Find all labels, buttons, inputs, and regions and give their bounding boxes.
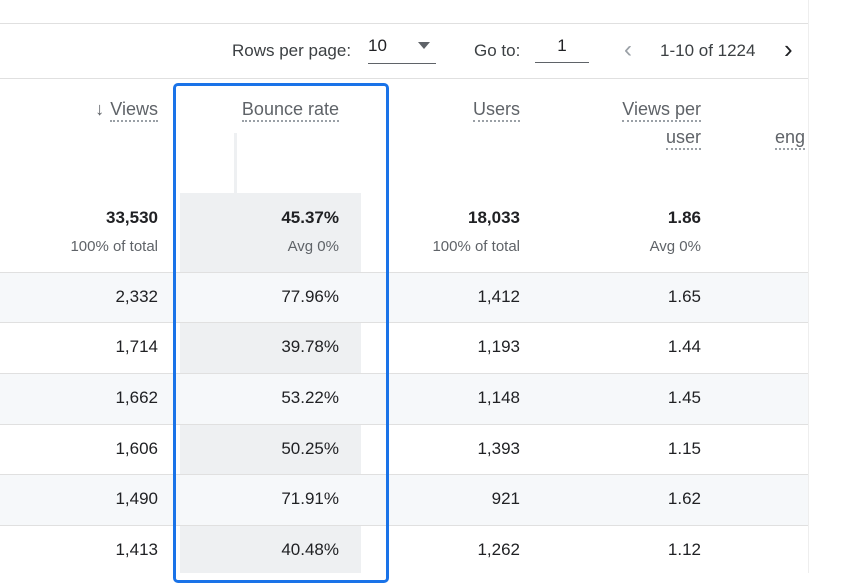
header-bounce-rate[interactable]: Bounce rate (241, 98, 339, 122)
rows-per-page-select[interactable]: 10 (368, 36, 436, 64)
page-range: 1-10 of 1224 (660, 41, 756, 60)
next-page-icon[interactable]: › (784, 34, 793, 64)
rows-per-page-label: Rows per page: (232, 41, 352, 60)
table-cell: 39.78% (281, 337, 339, 356)
table-cell: 1.12 (667, 540, 701, 559)
sort-down-arrow-icon: ↓ (95, 99, 105, 119)
prev-page-icon[interactable]: ‹ (624, 36, 632, 63)
table-row[interactable]: 1,662 53.22% 1,148 1.45 (0, 373, 808, 424)
table-cell: 40.48% (281, 540, 339, 559)
table-cell: 2,332 (115, 287, 158, 306)
table-cell: 77.96% (281, 287, 339, 306)
table-row[interactable]: 1,606 50.25% 1,393 1.15 (0, 424, 808, 475)
header-views[interactable]: ↓ Views (95, 98, 158, 122)
table-cell: 1,148 (477, 388, 520, 407)
total-views-per-user: 1.86 (667, 208, 701, 227)
table-cell: 1,714 (115, 337, 158, 356)
header-label: Users (472, 98, 520, 122)
total-sub: Avg 0% (649, 238, 701, 255)
total-sub: 100% of total (70, 238, 158, 255)
table-cell: 1.44 (667, 337, 701, 356)
table-cell: 71.91% (281, 489, 339, 508)
table-row[interactable]: 1,490 71.91% 921 1.62 (0, 474, 808, 525)
total-users: 18,033 (468, 208, 520, 227)
table-cell: 50.25% (281, 439, 339, 458)
table-row[interactable]: 1,413 40.48% 1,262 1.12 (0, 525, 808, 576)
bounce-rate-selection-outline (173, 83, 389, 583)
header-label: Bounce rate (241, 98, 339, 122)
dropdown-arrow-icon (418, 42, 430, 49)
table-cell: 1,412 (477, 287, 520, 306)
divider (0, 23, 808, 24)
table-cell: 1.65 (667, 287, 701, 306)
table-cell: 1,490 (115, 489, 158, 508)
table-cell: 1,262 (477, 540, 520, 559)
header-views-per-user[interactable]: Views per user (622, 98, 701, 150)
rows-per-page-value: 10 (368, 36, 387, 55)
total-bounce-rate: 45.37% (281, 208, 339, 227)
total-views: 33,530 (106, 208, 158, 227)
header-label: user (665, 126, 701, 150)
table-cell: 53.22% (281, 388, 339, 407)
table-cell: 921 (491, 489, 520, 508)
table-cell: 1.45 (667, 388, 701, 407)
header-label: Views (110, 98, 158, 122)
table-cell: 1,662 (115, 388, 158, 407)
divider (808, 0, 809, 573)
total-sub: 100% of total (432, 238, 520, 255)
table-cell: 1.62 (667, 489, 701, 508)
total-sub: Avg 0% (287, 238, 339, 255)
table-row[interactable]: 1,714 39.78% 1,193 1.44 (0, 322, 808, 373)
table-cell: 1,393 (477, 439, 520, 458)
goto-label: Go to: (474, 41, 521, 60)
table-cell: 1,606 (115, 439, 158, 458)
table-cell: 1,193 (477, 337, 520, 356)
column-resize-handle[interactable] (234, 133, 237, 223)
goto-input[interactable]: 1 (535, 36, 589, 63)
table-cell: 1.15 (667, 439, 701, 458)
table-row[interactable]: 2,332 77.96% 1,412 1.65 (0, 272, 808, 323)
divider (0, 78, 808, 79)
header-label: Views per (622, 98, 701, 122)
header-engagement[interactable]: eng (775, 126, 815, 150)
table-cell: 1,413 (115, 540, 158, 559)
header-users[interactable]: Users (472, 98, 520, 122)
header-label: eng (775, 126, 806, 150)
